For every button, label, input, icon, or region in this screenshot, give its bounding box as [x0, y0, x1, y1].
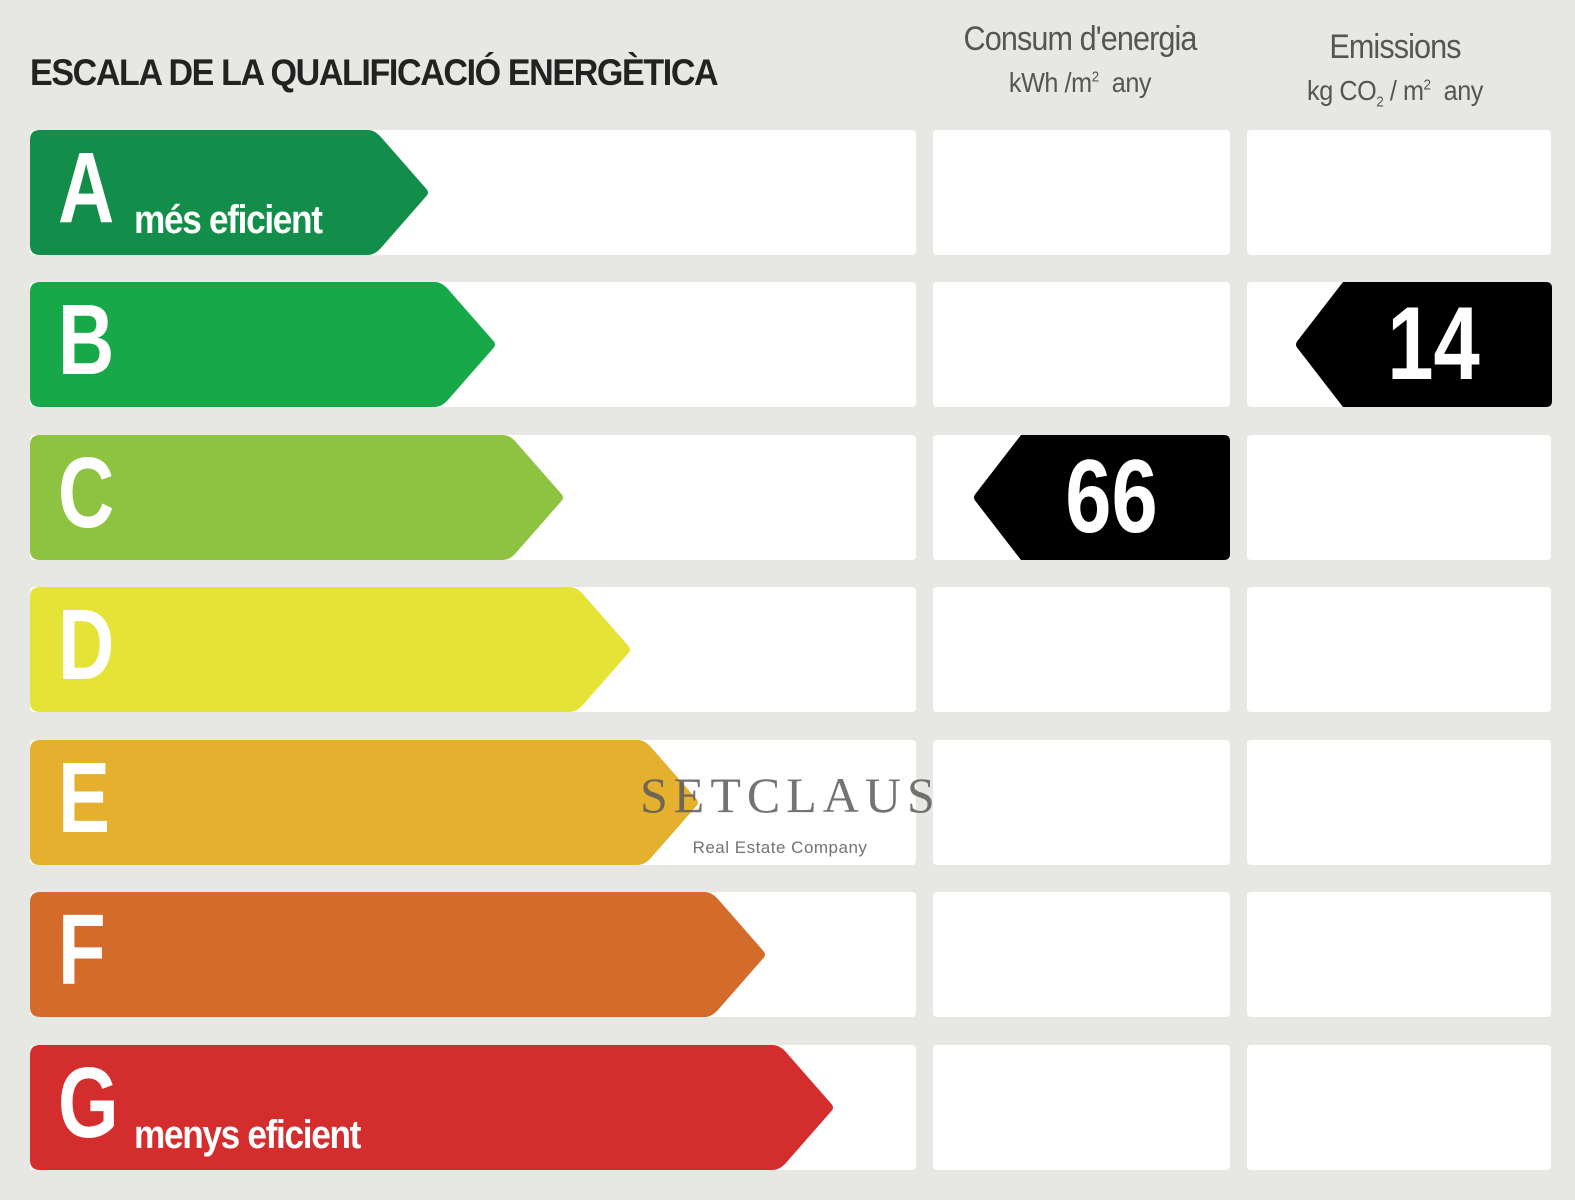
band-arrow-c	[30, 435, 563, 560]
consum-unit: kWh /m2 any	[1008, 67, 1152, 98]
watermark-brand: SETCLAUS	[640, 767, 941, 823]
band-letter-a: A	[58, 132, 115, 244]
band-letter-f: F	[58, 894, 106, 1006]
emissions-cell-f	[1247, 892, 1551, 1017]
band-arrow-f	[30, 892, 765, 1017]
consum-header: Consum d'energia kWh /m2 any	[930, 20, 1230, 99]
band-letter-d: D	[58, 589, 115, 701]
emissions-cell-c	[1247, 435, 1551, 560]
band-arrow-d	[30, 587, 630, 712]
emissions-marker-arrow	[1296, 282, 1552, 407]
emissions-cell-d	[1247, 587, 1551, 712]
emissions-header: Emissions kg CO2 / m2 any	[1245, 28, 1545, 111]
emissions-rating-value: 14	[1387, 286, 1480, 402]
consum-rating-marker: 66	[973, 435, 1230, 560]
band-text-g: menys eficient	[134, 1113, 361, 1157]
consum-cell-b	[933, 282, 1230, 407]
consum-rating-value: 66	[1065, 439, 1158, 555]
emissions-cell-e	[1247, 740, 1551, 865]
consum-marker-arrow	[974, 435, 1230, 560]
band-d: D	[30, 587, 632, 712]
consum-cell-a	[933, 130, 1230, 255]
band-arrow-b	[30, 282, 495, 407]
band-letter-b: B	[58, 284, 115, 396]
band-c: C	[30, 435, 565, 560]
band-text-a: més eficient	[134, 198, 323, 242]
page-title: ESCALA DE LA QUALIFICACIÓ ENERGÈTICA	[30, 52, 719, 93]
band-arrow-a	[30, 130, 428, 255]
emissions-cell-g	[1247, 1045, 1551, 1170]
band-letter-e: E	[58, 742, 111, 854]
band-e: E	[30, 740, 700, 865]
band-arrow-e	[30, 740, 698, 865]
consum-cell-g	[933, 1045, 1230, 1170]
watermark-logo: SETCLAUS Real Estate Company	[640, 767, 941, 858]
consum-cell-e	[933, 740, 1230, 865]
emissions-cell-a	[1247, 130, 1551, 255]
consum-title: Consum d'energia	[963, 20, 1198, 58]
band-f: F	[30, 892, 767, 1017]
band-b: B	[30, 282, 497, 407]
consum-cell-d	[933, 587, 1230, 712]
emissions-title: Emissions	[1329, 28, 1461, 66]
band-letter-g: G	[58, 1047, 119, 1159]
emissions-rating-marker: 14	[1295, 282, 1552, 407]
consum-cell-f	[933, 892, 1230, 1017]
band-letter-c: C	[58, 437, 115, 549]
band-arrow-g	[30, 1045, 833, 1170]
emissions-unit: kg CO2 / m2 any	[1307, 75, 1483, 111]
watermark-tagline: Real Estate Company	[692, 838, 868, 857]
